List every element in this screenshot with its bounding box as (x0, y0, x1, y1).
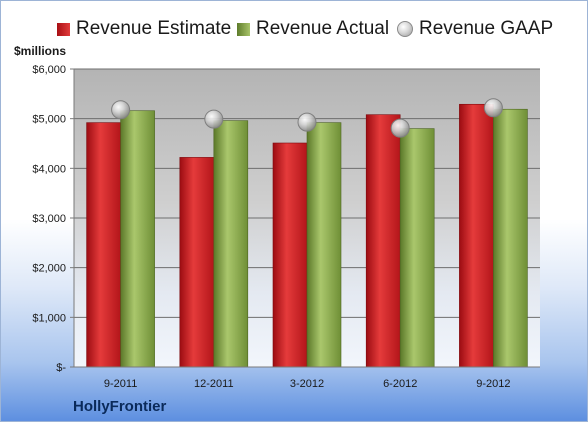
y-tick-label: $5,000 (32, 114, 66, 126)
legend-item-actual: Revenue Actual (237, 15, 389, 43)
x-tick-label: 9-2011 (104, 378, 137, 390)
bar-revenue-actual (120, 110, 155, 368)
marker-revenue-gaap (297, 112, 317, 132)
x-tick-label: 3-2012 (290, 378, 324, 390)
bar-revenue-actual (306, 122, 342, 368)
x-tick-label: 12-2011 (194, 378, 234, 390)
bar-revenue-actual (213, 120, 249, 368)
y-tick-label: $1,000 (32, 312, 66, 324)
y-axis-ticks: $- $1,000 $2,000 $3,000 $4,000 $5,000 $6,000 (32, 64, 74, 374)
y-tick-label: $4,000 (32, 163, 66, 175)
legend-swatch-actual (237, 22, 250, 36)
bar-revenue-estimate (365, 114, 401, 368)
x-axis-ticks: 9-2011 12-2011 3-2012 6-2012 9-2012 (104, 378, 511, 390)
legend-swatch-estimate (57, 22, 70, 36)
y-axis-unit-label: $millions (14, 44, 67, 58)
marker-revenue-gaap (204, 109, 224, 129)
legend-label-estimate: Revenue Estimate (76, 18, 232, 39)
bar-revenue-estimate (272, 142, 308, 368)
bars (86, 103, 528, 368)
y-tick-label: $- (56, 362, 66, 374)
legend-swatch-gaap (397, 21, 413, 37)
y-tick-label: $6,000 (32, 64, 66, 76)
chart-legend: Revenue Estimate Revenue Actual Revenue … (1, 15, 587, 43)
marker-revenue-gaap (483, 98, 503, 118)
marker-revenue-gaap (111, 100, 131, 120)
gaap-markers (111, 98, 503, 138)
legend-item-estimate: Revenue Estimate (57, 15, 231, 43)
bar-revenue-estimate (459, 103, 494, 368)
y-tick-label: $3,000 (32, 213, 66, 225)
marker-revenue-gaap (390, 118, 410, 138)
company-label: HollyFrontier (73, 398, 167, 415)
y-tick-label: $2,000 (32, 263, 66, 275)
legend-label-gaap: Revenue GAAP (419, 18, 554, 39)
legend-label-actual: Revenue Actual (256, 18, 390, 39)
bar-revenue-actual (399, 128, 435, 368)
bar-revenue-actual (493, 108, 528, 368)
x-tick-label: 9-2012 (476, 378, 510, 390)
x-tick-label: 6-2012 (383, 378, 417, 390)
bar-revenue-estimate (86, 122, 121, 368)
bar-revenue-estimate (179, 157, 215, 368)
legend-item-gaap: Revenue GAAP (397, 15, 553, 43)
